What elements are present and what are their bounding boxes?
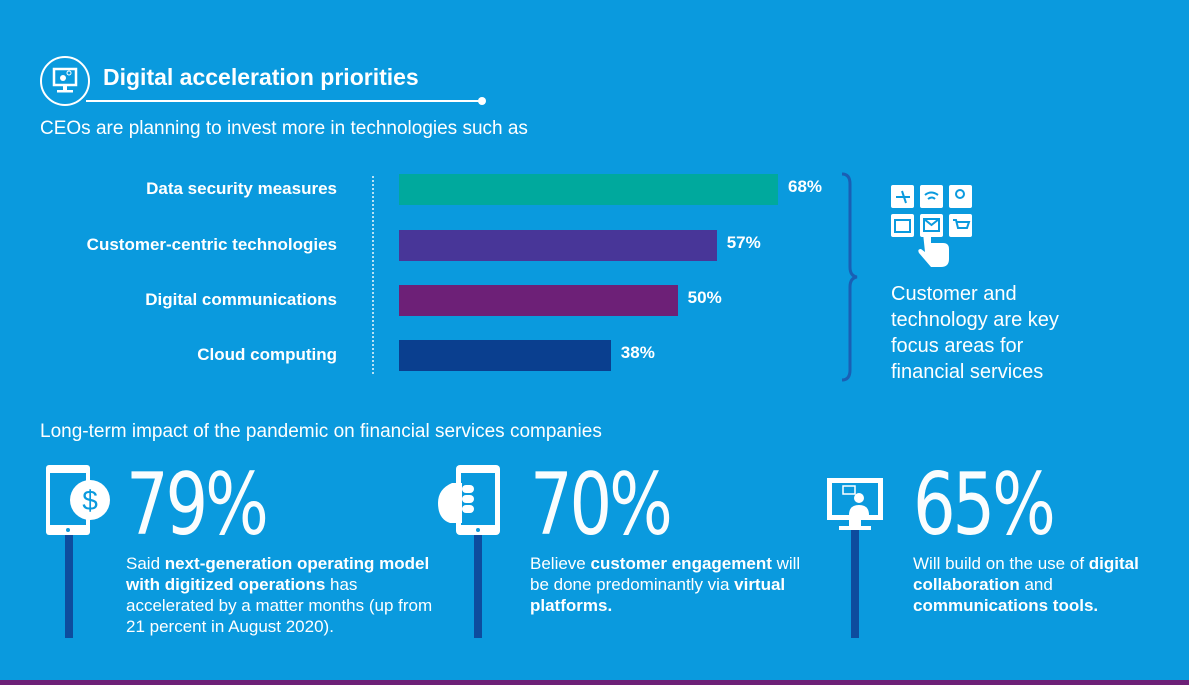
category-label: Data security measures: [146, 179, 337, 198]
data-label: 50%: [687, 288, 722, 307]
bar: [399, 174, 778, 205]
bottom-accent-strip: [0, 680, 1189, 685]
data-label: 38%: [620, 343, 655, 362]
callout-text: Customer and technology are key focus ar…: [891, 283, 1059, 383]
brace-icon: [841, 172, 858, 382]
stat-description: Will build on the use of digital collabo…: [913, 553, 1153, 616]
body-text: and: [1019, 575, 1053, 594]
bar: [399, 285, 678, 316]
body-text: has accelerated by a matter months (up f…: [126, 575, 433, 636]
body-text: Will build on the use of: [913, 554, 1089, 573]
stat-description: Believe customer engagement will be done…: [530, 553, 820, 616]
chart-subtitle: CEOs are planning to invest more in tech…: [40, 118, 528, 139]
stat-pole: [65, 530, 73, 638]
emphasis-text: virtual platforms.: [530, 575, 786, 615]
monitor-video-chat-icon: [827, 478, 883, 530]
stat-value: 79%: [126, 455, 269, 555]
category-label: Digital communications: [145, 290, 337, 309]
category-label: Cloud computing: [197, 345, 337, 364]
stat-value: 70%: [530, 455, 673, 555]
stat-description: Said next-generation operating model wit…: [126, 553, 446, 637]
body-text: Believe: [530, 554, 591, 573]
emphasis-text: next-generation operating model with dig…: [126, 554, 430, 594]
title-underline-dot: [478, 97, 486, 105]
emphasis-text: customer engagement: [590, 554, 772, 573]
phone-dollar-icon: $: [46, 465, 110, 535]
bar: [399, 230, 717, 261]
stat-pole: [474, 530, 482, 638]
touch-apps-icon: [891, 185, 972, 267]
monitor-gear-icon: [40, 56, 90, 106]
stat-pole: [851, 530, 859, 638]
emphasis-text: communications tools.: [913, 596, 1099, 615]
chart-axis-line: [372, 176, 374, 374]
body-text: will be done predominantly via: [530, 554, 801, 594]
title-underline: [86, 100, 482, 102]
data-label: 68%: [788, 177, 823, 196]
body-text: Said: [126, 554, 165, 573]
data-label: 57%: [726, 233, 761, 252]
svg-text:$: $: [82, 485, 98, 516]
page-title: Digital acceleration priorities: [103, 64, 419, 90]
bar: [399, 340, 611, 371]
emphasis-text: digital collaboration: [913, 554, 1139, 594]
stat-value: 65%: [913, 455, 1056, 555]
category-label: Customer-centric technologies: [86, 235, 337, 254]
hand-phone-icon: [438, 465, 500, 535]
section-title: Long-term impact of the pandemic on fina…: [40, 421, 602, 442]
